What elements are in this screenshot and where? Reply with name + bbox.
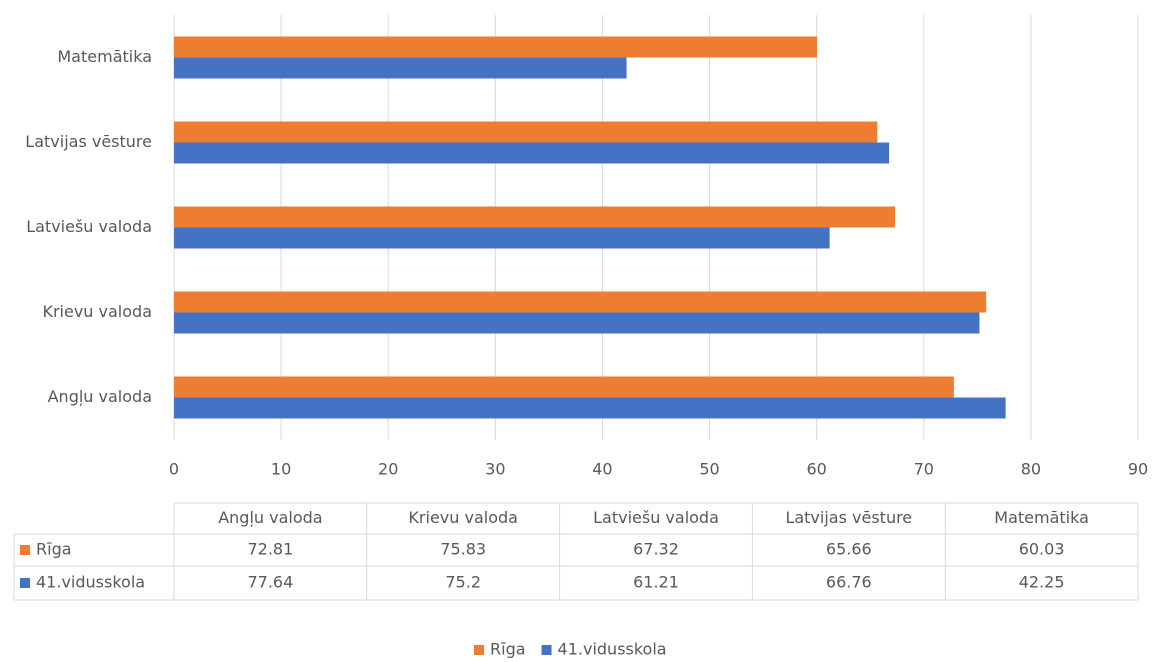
legend-key: [474, 645, 484, 655]
legend-label: 41.vidusskola: [558, 640, 667, 659]
table-cell: 66.76: [826, 573, 872, 592]
table-row-label: Rīga: [36, 540, 72, 559]
x-tick-label: 80: [1021, 460, 1041, 479]
bar: [174, 312, 980, 334]
bar: [174, 121, 878, 143]
table-row-label: 41.vidusskola: [36, 573, 145, 592]
table-header: Angļu valoda: [218, 508, 322, 527]
legend-key: [541, 645, 552, 655]
bar: [174, 291, 987, 313]
bar: [174, 206, 896, 228]
y-tick-label: Angļu valoda: [48, 387, 152, 406]
bar: [174, 397, 1006, 419]
table-header: Krievu valoda: [408, 508, 518, 527]
x-tick-label: 10: [271, 460, 291, 479]
y-tick-label: Matemātika: [57, 47, 152, 66]
table-legend-key: [20, 545, 30, 555]
bar: [174, 376, 954, 398]
x-tick-label: 40: [592, 460, 612, 479]
x-tick-label: 90: [1128, 460, 1148, 479]
table-cell: 60.03: [1019, 540, 1065, 559]
x-tick-label: 0: [169, 460, 179, 479]
table-cell: 67.32: [633, 540, 679, 559]
table-cell: 75.83: [440, 540, 486, 559]
table-cell: 42.25: [1019, 573, 1065, 592]
table-cell: 77.64: [247, 573, 293, 592]
x-tick-label: 60: [806, 460, 826, 479]
table-legend-key: [20, 578, 30, 588]
table-header: Latvijas vēsture: [785, 508, 912, 527]
table-cell: 61.21: [633, 573, 679, 592]
bar: [174, 57, 627, 79]
bar: [174, 36, 817, 58]
table-header: Matemātika: [994, 508, 1089, 527]
table-cell: 65.66: [826, 540, 872, 559]
y-tick-label: Latvijas vēsture: [25, 132, 152, 151]
bar: [174, 227, 830, 249]
table-cell: 75.2: [445, 573, 481, 592]
legend-label: Rīga: [490, 640, 526, 659]
bar: [174, 142, 890, 164]
table-header: Latviešu valoda: [593, 508, 719, 527]
x-tick-label: 20: [378, 460, 398, 479]
x-tick-label: 30: [485, 460, 505, 479]
y-tick-label: Latviešu valoda: [26, 217, 152, 236]
x-tick-label: 50: [699, 460, 719, 479]
x-tick-label: 70: [914, 460, 934, 479]
y-tick-label: Krievu valoda: [42, 302, 152, 321]
table-cell: 72.81: [247, 540, 293, 559]
